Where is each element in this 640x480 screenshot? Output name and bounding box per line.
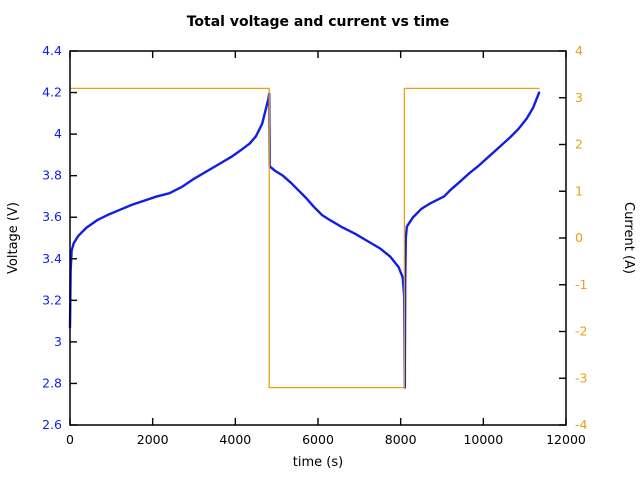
y-left-tick-label: 3.6 bbox=[42, 209, 62, 224]
y-left-tick-label: 4.4 bbox=[42, 43, 62, 58]
y-right-tick-label: 0 bbox=[575, 230, 583, 245]
x-tick-label: 4000 bbox=[219, 432, 251, 447]
x-axis-label: time (s) bbox=[293, 455, 343, 470]
x-tick-label: 6000 bbox=[302, 432, 334, 447]
y-left-tick-label: 2.6 bbox=[42, 417, 62, 432]
y-left-tick-label: 3.4 bbox=[42, 251, 62, 266]
x-tick-label: 12000 bbox=[546, 432, 586, 447]
y-right-tick-label: 4 bbox=[575, 43, 583, 58]
chart-title: Total voltage and current vs time bbox=[187, 14, 450, 30]
plot-area: 0 2000 4000 6000 8000 10000 12000 2.6 2.8 3 3.2 3.4… bbox=[42, 43, 587, 447]
left-axis-label: Voltage (V) bbox=[6, 202, 21, 274]
y-left-tick-label: 3 bbox=[54, 334, 62, 349]
y-right-tick-label: -4 bbox=[575, 417, 588, 432]
voltage-line bbox=[68, 91, 541, 389]
y-left-tick-label: 2.8 bbox=[42, 375, 62, 390]
x-tick-label: 8000 bbox=[385, 432, 417, 447]
x-tick-label: 2000 bbox=[137, 432, 169, 447]
y-right-tick-label: 2 bbox=[575, 137, 583, 152]
y-right-tick-label: 3 bbox=[575, 90, 583, 105]
y-left-tick-label: 3.2 bbox=[42, 292, 62, 307]
y-left-tick-label: 3.8 bbox=[42, 168, 62, 183]
y-right-tick-label: -3 bbox=[575, 370, 587, 385]
y-left-tick-label: 4 bbox=[54, 126, 62, 141]
current-line bbox=[69, 87, 540, 389]
y-right-tick-label: -1 bbox=[575, 277, 587, 292]
right-axis-label: Current (A) bbox=[621, 202, 636, 274]
plot-border bbox=[69, 50, 567, 426]
y-right-tick-label: -2 bbox=[575, 324, 587, 339]
x-tick-label: 10000 bbox=[463, 432, 503, 447]
y-left-tick-label: 4.2 bbox=[42, 85, 62, 100]
x-tick-label: 0 bbox=[66, 432, 74, 447]
y-right-tick-label: 1 bbox=[575, 183, 583, 198]
